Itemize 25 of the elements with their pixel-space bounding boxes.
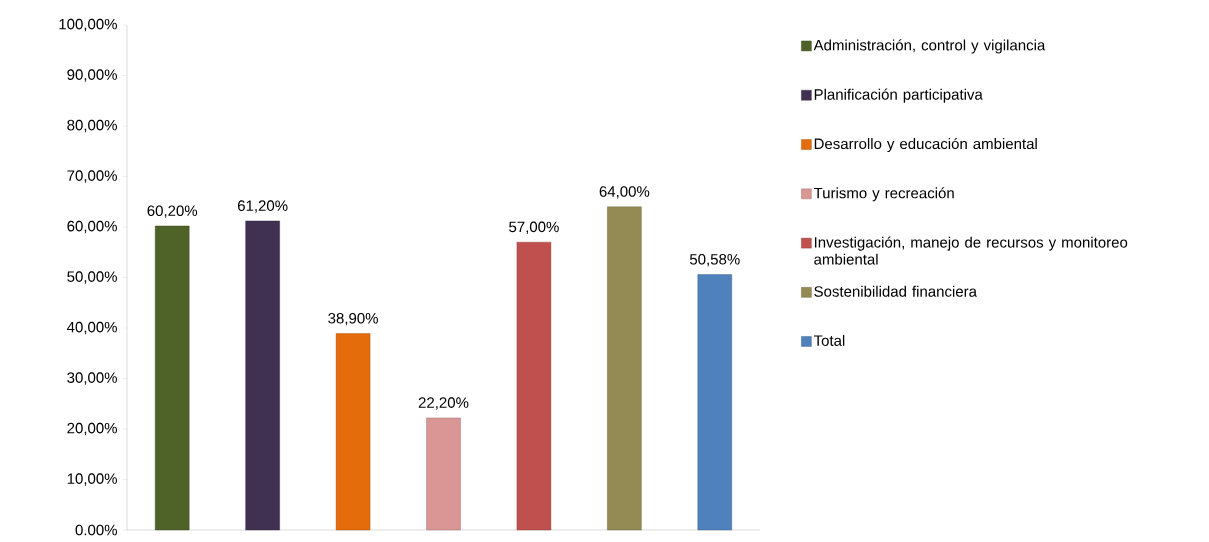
y-tick-label: 0.00%: [75, 524, 117, 536]
legend-label: Desarrollo y educación ambiental: [814, 137, 1037, 153]
y-tick-label: 90,00%: [67, 69, 117, 82]
legend-label: Planificación participativa: [814, 88, 983, 103]
legend-label: Turismo y recreación: [813, 187, 954, 202]
data-label: 57,00%: [509, 221, 559, 234]
y-tick-label: 40,00%: [67, 321, 117, 335]
y-tick-label: 50,00%: [67, 271, 117, 284]
y-tick-label: 20,00%: [67, 422, 117, 436]
y-tick-label: 10,00%: [67, 473, 117, 486]
legend-label: Investigación, manejo de recursos y monitoreo ambiental: [814, 236, 1128, 265]
data-label: 38,90%: [328, 312, 378, 326]
legend-label: Sostenibilidad financiera: [814, 285, 977, 297]
data-label: 22,20%: [418, 397, 469, 410]
legend-label: Administración, control y vigilancia: [813, 39, 1046, 54]
data-label: 61,20%: [237, 200, 288, 213]
data-label: 60,20%: [147, 205, 198, 218]
data-label: 50,58%: [689, 253, 740, 267]
y-tick-label: 100,00%: [59, 18, 117, 32]
data-label: 64,00%: [599, 186, 650, 199]
y-tick-label: 60,00%: [67, 220, 117, 234]
y-tick-label: 30,00%: [67, 372, 117, 385]
legend-label: Total: [813, 334, 845, 346]
y-tick-label: 80,00%: [67, 119, 117, 133]
y-tick-label: 70,00%: [67, 170, 117, 183]
